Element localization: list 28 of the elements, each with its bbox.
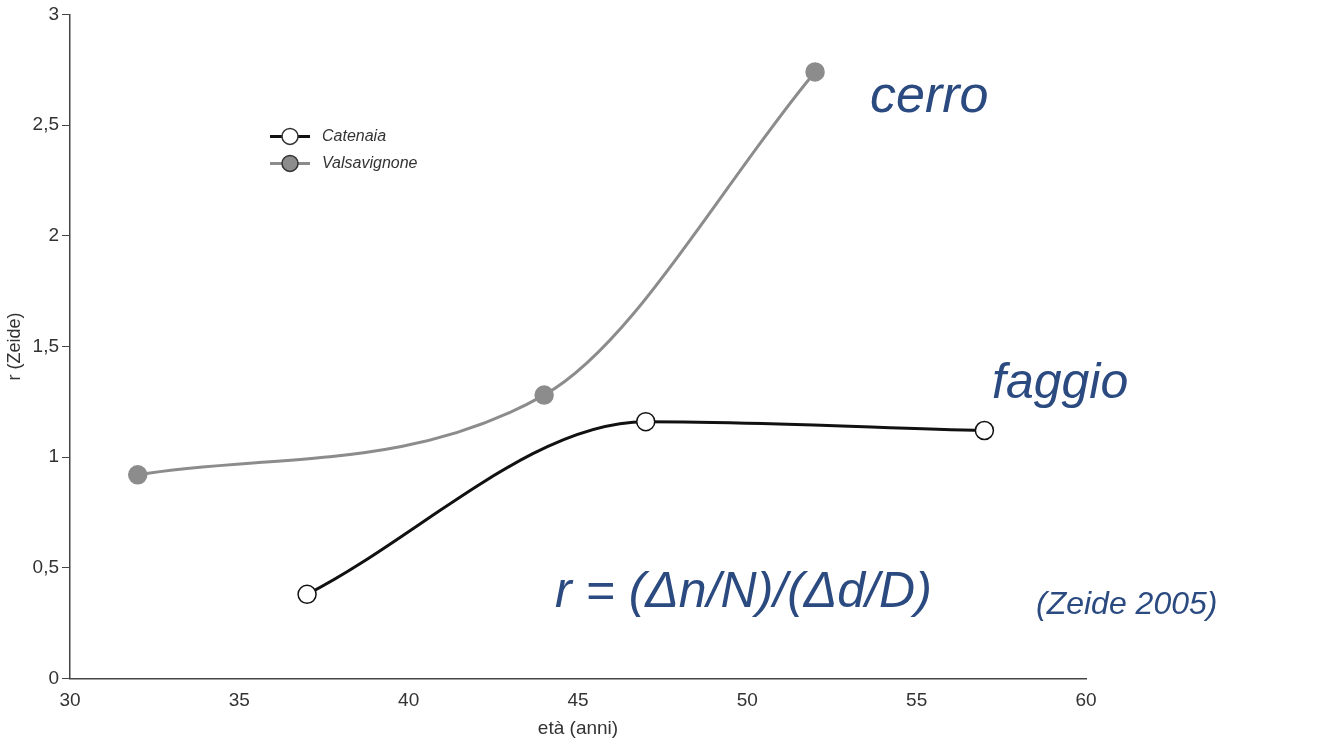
x-tick-label: 35 (228, 689, 250, 711)
legend-label: Valsavignone (322, 153, 418, 171)
y-tick-label: 2,5 (32, 113, 60, 135)
point (297, 584, 317, 605)
annotation: faggio (992, 353, 1129, 409)
annotation: r = (Δn/N)/(Δd/D) (555, 562, 932, 618)
y-tick-label: 1,5 (32, 334, 60, 356)
point (534, 385, 554, 405)
annotation: cerro (870, 65, 989, 123)
point (974, 420, 995, 441)
x-tick-label: 45 (567, 689, 589, 711)
y-tick-label: 0,5 (32, 555, 60, 577)
y-tick-label: 1 (48, 445, 60, 467)
point (805, 62, 825, 82)
x-tick-label: 55 (906, 689, 928, 711)
y-tick-label: 2 (48, 223, 60, 245)
x-axis-title: età (anni) (537, 716, 619, 738)
x-tick-label: 50 (736, 689, 758, 711)
point (635, 411, 656, 432)
y-tick-label: 3 (48, 2, 60, 24)
legend-label: Catenaia (322, 126, 387, 144)
y-tick-label: 0 (48, 666, 60, 688)
point (128, 465, 148, 485)
y-axis-title: r (Zeide) (3, 312, 24, 381)
x-tick-label: 40 (398, 689, 420, 711)
x-tick-label: 60 (1075, 689, 1097, 711)
x-tick-label: 30 (59, 689, 81, 711)
annotation: (Zeide 2005) (1036, 585, 1218, 621)
